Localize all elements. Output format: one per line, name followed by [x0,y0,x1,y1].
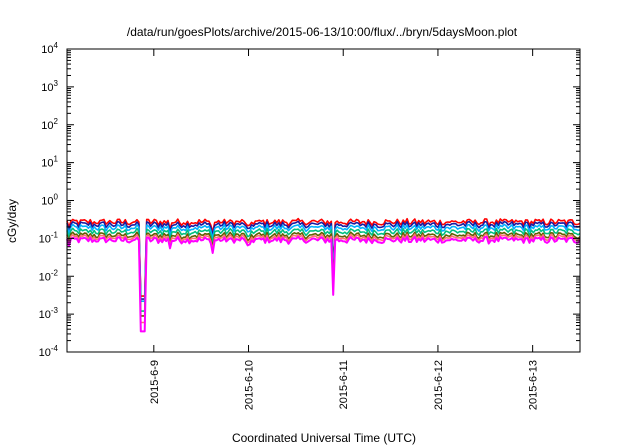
chart-title: /data/run/goesPlots/archive/2015-06-13/1… [127,25,518,39]
series-line [66,235,581,333]
y-tick-label: 10-4 [39,344,59,359]
y-axis: 10-4 10-3 10-2 10-1 100 101 102 103 104 [39,41,580,359]
series-line [66,231,581,317]
y-tick-label: 100 [41,193,58,208]
y-tick-label: 10-3 [39,306,59,321]
series-line [66,227,581,312]
y-tick-label: 104 [41,41,58,56]
y-tick-label: 10-2 [39,268,59,283]
series-line [66,220,581,300]
series-line [66,223,581,302]
y-tick-label: 103 [41,79,58,94]
x-tick-label: 2015-6-13 [528,360,540,410]
x-axis: 2015-6-9 2015-6-10 2015-6-11 2015-6-12 2015-… [149,49,540,410]
x-tick-label: 2015-6-10 [244,360,256,410]
plot-lines [66,217,581,333]
x-tick-label: 2015-6-11 [338,360,350,409]
plot-frame [66,48,581,353]
y-tick-label: 102 [41,117,58,132]
series-line [66,233,581,324]
x-axis-label: Coordinated Universal Time (UTC) [232,431,416,445]
y-axis-label: cGy/day [5,199,19,243]
x-tick-label: 2015-6-12 [433,360,445,410]
y-tick-label: 10-1 [39,230,59,245]
x-tick-label: 2015-6-9 [149,360,161,404]
series-line [66,217,581,297]
y-tick-label: 101 [41,155,58,170]
